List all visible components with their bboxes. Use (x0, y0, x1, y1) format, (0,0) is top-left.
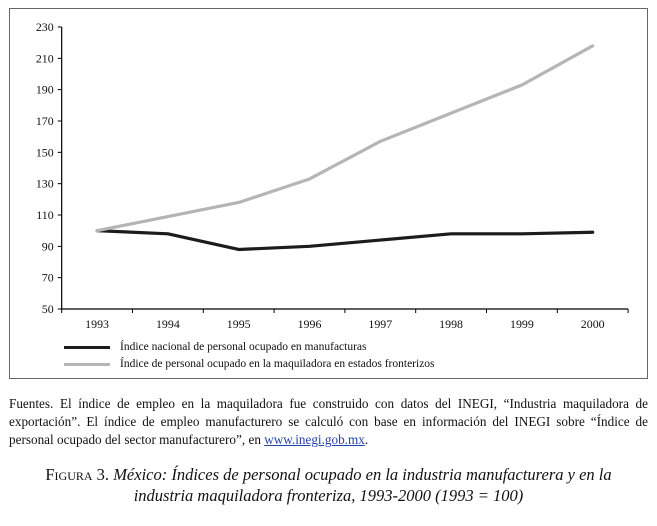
y-tick-label: 130 (36, 177, 54, 191)
x-tick-label: 2000 (581, 317, 605, 331)
y-tick-label: 230 (36, 20, 54, 34)
x-tick-label: 1998 (439, 317, 463, 331)
series-line-0 (95, 229, 595, 252)
y-tick-label: 90 (42, 239, 54, 253)
legend-swatch-0 (64, 345, 110, 349)
y-tick-label: 190 (36, 83, 54, 97)
y-tick-label: 70 (42, 271, 54, 285)
legend-label: Índice de personal ocupado en la maquila… (120, 358, 435, 370)
legend-swatch-1 (64, 362, 110, 366)
x-tick-label: 1994 (156, 317, 180, 331)
chart-legend: Índice nacional de personal ocupado en m… (12, 339, 645, 370)
figure-page: 50 70 90 110 130 150 170 190 210 230 1993 1994 1995 1… (9, 8, 648, 507)
legend-label: Índice nacional de personal ocupado en m… (120, 341, 367, 353)
legend-item-maquiladora: Índice de personal ocupado en la maquila… (64, 358, 645, 370)
x-tick-label: 1993 (85, 317, 109, 331)
source-text: El índice de empleo en la maquiladora fu… (9, 396, 648, 448)
source-note: Fuentes. El índice de empleo en la maqui… (9, 395, 648, 450)
x-tick-label: 1996 (298, 317, 322, 331)
x-tick-label: 1997 (368, 317, 392, 331)
source-link[interactable]: www.inegi.gob.mx (264, 432, 365, 448)
source-text-end: . (364, 432, 369, 448)
line-chart-svg: 50 70 90 110 130 150 170 190 210 230 1993 1994 1995 1… (36, 20, 629, 331)
figure-label: Figura 3. (45, 464, 110, 484)
source-label: Fuentes. (9, 396, 54, 411)
figure-caption-text: México: Índices de personal ocupado en l… (109, 464, 612, 506)
legend-item-manufacturas: Índice nacional de personal ocupado en m… (64, 341, 645, 353)
y-tick-label: 210 (36, 51, 54, 65)
series-line-1 (95, 44, 595, 233)
x-tick-label: 1995 (227, 317, 251, 331)
figure-caption: Figura 3. México: Índices de personal oc… (33, 464, 624, 507)
y-tick-label: 50 (42, 302, 54, 316)
y-tick-label: 110 (36, 208, 53, 222)
y-tick-label: 150 (36, 145, 54, 159)
x-tick-label: 1999 (510, 317, 534, 331)
y-tick-label: 170 (36, 114, 54, 128)
chart-figure: 50 70 90 110 130 150 170 190 210 230 1993 1994 1995 1… (9, 8, 648, 379)
